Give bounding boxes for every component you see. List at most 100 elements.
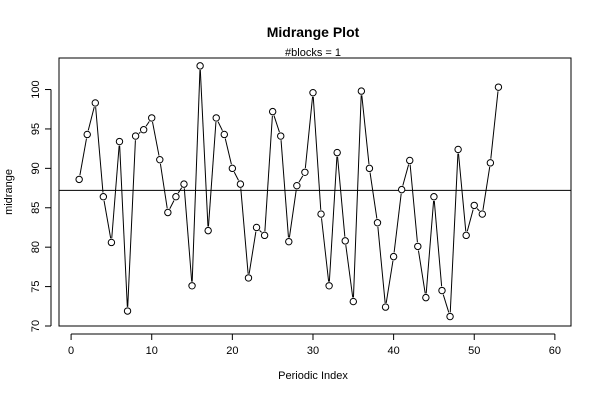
series-segment bbox=[409, 164, 418, 243]
data-point bbox=[172, 193, 180, 201]
series-segment bbox=[425, 200, 435, 294]
data-point bbox=[301, 168, 309, 176]
y-tick-label: 80 bbox=[30, 241, 42, 253]
series-segment bbox=[466, 209, 474, 232]
data-point bbox=[107, 238, 116, 247]
data-point bbox=[131, 132, 140, 140]
y-tick-label: 100 bbox=[30, 80, 42, 98]
data-point bbox=[309, 88, 317, 97]
y-tick-label: 95 bbox=[30, 123, 42, 135]
data-point bbox=[139, 126, 148, 134]
series-segment bbox=[79, 138, 87, 176]
x-tick-label: 10 bbox=[146, 345, 158, 357]
series-segment bbox=[233, 171, 239, 181]
series-segment bbox=[138, 131, 141, 134]
chart-title: Midrange Plot bbox=[267, 24, 360, 40]
data-point bbox=[252, 223, 261, 232]
x-tick-label: 20 bbox=[226, 345, 238, 357]
data-point bbox=[446, 312, 454, 321]
data-point bbox=[422, 293, 430, 302]
data-point bbox=[397, 185, 406, 194]
data-point bbox=[164, 208, 172, 217]
data-point bbox=[188, 282, 196, 290]
data-point bbox=[454, 145, 462, 154]
y-tick-label: 75 bbox=[30, 280, 42, 292]
series-segment bbox=[152, 121, 160, 156]
data-point bbox=[123, 307, 132, 315]
data-point bbox=[268, 107, 277, 116]
data-point bbox=[220, 130, 228, 139]
series-segment bbox=[159, 163, 168, 209]
data-point bbox=[414, 242, 422, 251]
y-axis: 70 75 80 85 90 95 100 bbox=[30, 80, 52, 332]
x-tick-label: 30 bbox=[307, 345, 319, 357]
series-segment bbox=[433, 200, 443, 287]
data-point bbox=[486, 159, 495, 167]
data-point bbox=[470, 201, 478, 210]
series-segment bbox=[217, 121, 223, 131]
data-point bbox=[333, 148, 341, 157]
series-segment bbox=[95, 107, 104, 193]
series-segment bbox=[111, 145, 120, 239]
series-segment bbox=[119, 145, 128, 307]
series-segment bbox=[87, 106, 95, 131]
series-segment bbox=[169, 200, 175, 209]
data-point bbox=[212, 114, 220, 122]
series-segment bbox=[385, 260, 394, 304]
x-tick-label: 60 bbox=[549, 345, 561, 357]
series-segment bbox=[259, 230, 262, 233]
data-point bbox=[75, 175, 83, 184]
series-layer bbox=[75, 62, 503, 321]
data-point bbox=[293, 181, 301, 190]
series-segment bbox=[207, 122, 217, 227]
data-point bbox=[381, 303, 390, 311]
series-segment bbox=[321, 218, 330, 282]
series-segment bbox=[361, 95, 370, 165]
x-tick-label: 0 bbox=[68, 345, 74, 357]
data-point bbox=[91, 99, 99, 107]
data-point bbox=[83, 130, 91, 139]
data-point bbox=[406, 156, 414, 165]
series-segment bbox=[312, 96, 322, 210]
series-segment bbox=[248, 231, 257, 274]
series-segment bbox=[328, 156, 338, 282]
y-tick-label: 90 bbox=[30, 162, 42, 174]
data-point bbox=[180, 180, 188, 188]
series-segment bbox=[402, 164, 410, 186]
data-point bbox=[341, 237, 349, 245]
data-point bbox=[349, 297, 357, 306]
series-segment bbox=[476, 208, 480, 212]
data-point bbox=[244, 274, 253, 282]
data-point bbox=[196, 62, 204, 70]
data-point bbox=[277, 132, 285, 140]
data-point bbox=[365, 164, 374, 173]
data-point bbox=[389, 252, 398, 261]
series-segment bbox=[352, 95, 362, 298]
series-segment bbox=[273, 115, 280, 133]
x-axis: 0 10 20 30 40 50 60 bbox=[68, 333, 561, 357]
data-point bbox=[156, 155, 164, 164]
series-segment bbox=[199, 70, 209, 227]
data-point bbox=[285, 237, 293, 246]
series-segment bbox=[482, 166, 491, 210]
plot-frame bbox=[58, 57, 572, 327]
y-tick-label: 85 bbox=[30, 202, 42, 214]
data-point bbox=[99, 193, 108, 201]
data-point bbox=[228, 164, 237, 173]
series-segment bbox=[298, 175, 304, 183]
x-axis-label: Periodic Index bbox=[278, 370, 348, 382]
data-point bbox=[325, 282, 333, 290]
series-segment bbox=[490, 91, 499, 159]
series-segment bbox=[264, 115, 273, 232]
series-segment bbox=[224, 138, 232, 165]
data-point bbox=[357, 87, 366, 95]
series-segment bbox=[103, 200, 112, 239]
series-segment bbox=[240, 188, 249, 274]
series-segment bbox=[191, 70, 201, 282]
data-point bbox=[260, 231, 269, 240]
data-point bbox=[462, 231, 470, 240]
data-point bbox=[204, 226, 212, 235]
data-point bbox=[115, 137, 124, 146]
series-segment bbox=[280, 140, 289, 238]
